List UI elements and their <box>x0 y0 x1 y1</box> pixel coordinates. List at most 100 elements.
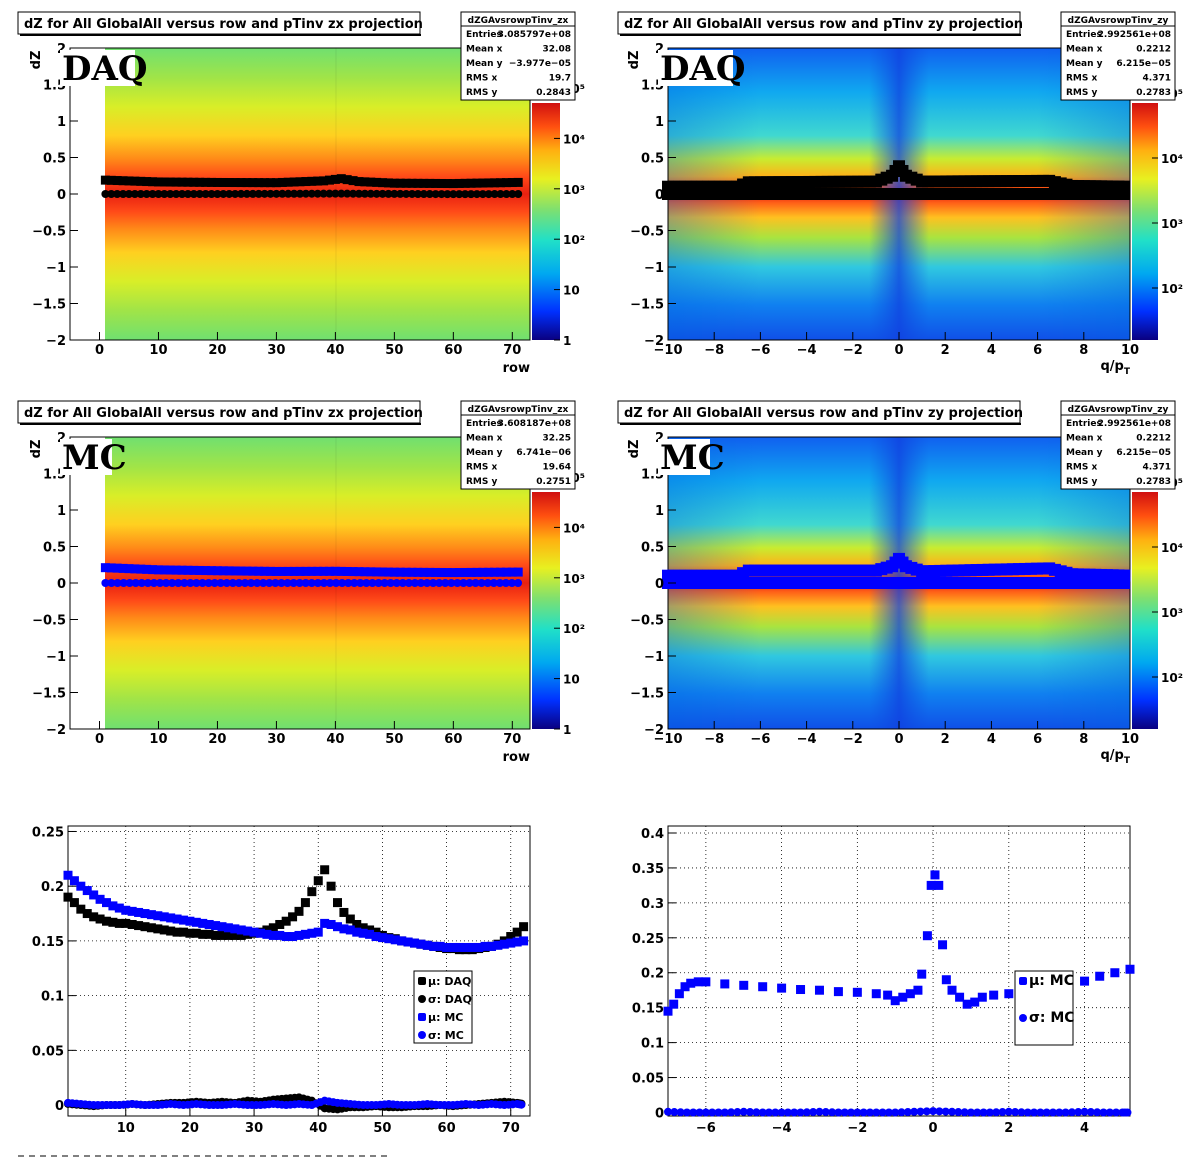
profile-marker <box>484 178 494 188</box>
stats-key: RMS x <box>1066 74 1098 84</box>
data-point <box>814 985 824 995</box>
profile-marker <box>131 579 140 587</box>
profile-marker <box>1118 188 1131 200</box>
series-3 <box>64 1096 526 1110</box>
profile-marker <box>386 579 395 587</box>
profile-marker <box>372 189 381 198</box>
data-point <box>1105 1108 1114 1117</box>
stats-key: RMS y <box>1066 88 1098 98</box>
panel-p6: −6 −4 −2 0 2 4 0 0.05 0.1 0.15 0.2 0.25 0.3 0.35 0.4 μ:… <box>632 825 1135 1136</box>
stats-value: 4.371 <box>1143 463 1171 473</box>
profile-marker <box>216 579 225 587</box>
profile-marker <box>259 579 268 587</box>
profile-marker <box>213 190 222 198</box>
profile-marker <box>201 566 211 576</box>
x-tick-label: 60 <box>444 732 462 747</box>
panel-p1: 11010²10³10⁴10⁵010203040506070−2−1.5−1−0… <box>17 11 585 376</box>
profile-marker <box>283 579 292 587</box>
profile-marker <box>183 177 193 187</box>
stats-key: Entries <box>466 30 502 40</box>
profile-marker <box>165 565 175 575</box>
profile-marker <box>272 189 281 198</box>
x-tick-label: 2 <box>941 343 950 358</box>
profile-marker <box>437 190 446 199</box>
profile-marker <box>413 189 422 198</box>
y-tick-label: −0.5 <box>630 614 664 629</box>
data-point <box>1099 1108 1108 1117</box>
profile-marker <box>195 565 205 575</box>
series-1 <box>664 1107 1132 1117</box>
profile-marker <box>455 190 464 199</box>
stats-key: Mean y <box>1066 448 1103 458</box>
profile-marker <box>124 176 134 186</box>
panel-title: dZ for All GlobalAll versus row and pTin… <box>24 406 423 421</box>
profile-marker <box>378 567 388 577</box>
data-point <box>134 921 144 931</box>
y-tick-label: 0.4 <box>641 827 664 842</box>
data-point <box>929 1107 938 1116</box>
stats-value: 0.2212 <box>1136 45 1171 55</box>
profile-marker <box>330 174 340 184</box>
legend-entry: σ: DAQ <box>428 993 472 1006</box>
profile-marker <box>344 579 353 587</box>
data-point <box>739 1107 748 1116</box>
data-point <box>852 987 862 997</box>
data-point <box>834 1108 843 1117</box>
data-point <box>198 929 208 939</box>
legend: μ: MC σ: MC <box>1014 970 1075 1046</box>
profile-marker <box>490 190 499 199</box>
profile-marker <box>106 175 116 185</box>
data-point <box>985 1108 994 1117</box>
data-point <box>345 914 355 924</box>
profile-marker <box>425 190 434 199</box>
data-point <box>333 922 342 932</box>
profile-marker <box>130 176 140 186</box>
data-point <box>796 1108 805 1117</box>
data-point <box>752 1108 761 1117</box>
profile-marker <box>183 190 192 198</box>
profile-marker <box>118 563 128 573</box>
profile-marker <box>183 565 193 575</box>
data-point <box>294 930 304 940</box>
profile-marker <box>395 178 405 188</box>
stats-value: 6.215e−05 <box>1116 448 1171 458</box>
data-point <box>114 903 124 913</box>
x-tick-label: 30 <box>267 732 285 747</box>
profile-marker <box>178 190 187 198</box>
profile-marker <box>189 190 198 198</box>
stats-key: Mean y <box>466 59 503 69</box>
profile-marker <box>136 176 146 186</box>
colorbar-tick-label: 10² <box>1161 282 1183 296</box>
data-point <box>191 928 201 938</box>
y-tick-label: −0.5 <box>630 225 664 240</box>
stats-value: 6.741e−06 <box>516 448 571 458</box>
profile-marker <box>513 177 523 187</box>
stats-value: 2.992561e+08 <box>1098 30 1171 40</box>
y-tick-label: −1.5 <box>32 687 66 702</box>
data-point <box>1080 976 1090 986</box>
x-tick-label: 4 <box>987 732 996 747</box>
profile-marker <box>301 566 311 576</box>
colorbar-tick-label: 10⁴ <box>563 132 585 146</box>
data-point <box>1093 1108 1102 1117</box>
stats-value: 0.2751 <box>536 477 571 487</box>
y-tick-label: −1 <box>46 650 66 665</box>
profile-marker <box>119 190 128 198</box>
profile-marker <box>389 567 399 577</box>
profile-marker <box>112 563 122 573</box>
data-point <box>204 929 214 939</box>
profile-marker <box>113 190 122 198</box>
profile-marker <box>247 579 256 587</box>
profile-marker <box>360 177 370 187</box>
stats-name: dZGAvsrowpTinv_zy <box>1068 16 1169 26</box>
profile-marker <box>342 175 352 185</box>
data-point <box>268 930 278 940</box>
profile-marker <box>260 178 270 188</box>
data-point <box>966 1108 975 1117</box>
y-tick-label: −1 <box>644 650 664 665</box>
data-point <box>320 918 330 928</box>
data-point <box>300 898 310 908</box>
profile-marker <box>230 566 240 576</box>
profile-marker <box>342 566 352 576</box>
